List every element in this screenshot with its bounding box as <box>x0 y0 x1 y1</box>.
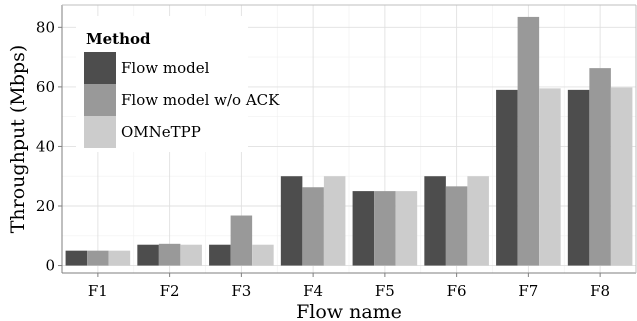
x-tick-label-F6: F6 <box>447 282 467 300</box>
bar-F4-series-3 <box>323 176 346 266</box>
bar-F2-series-2 <box>158 243 181 266</box>
bar-F8-series-2 <box>589 68 611 266</box>
bar-F7-series-2 <box>517 16 540 266</box>
legend-label-1: Flow model <box>121 59 210 77</box>
axes-layer: 0 20 40 60 80 F1 F2 F3 F4 F5 F6 F7 F8 <box>36 4 637 300</box>
x-tick-label-F7: F7 <box>518 282 538 300</box>
bar-F4-series-2 <box>302 187 324 266</box>
bar-F8-series-1 <box>567 89 590 266</box>
bars-layer <box>65 16 633 266</box>
legend-label-2: Flow model w/o ACK <box>121 91 280 109</box>
bar-F4-series-1 <box>280 176 303 266</box>
bar-F8-series-3 <box>610 87 633 266</box>
x-axis-label: Flow name <box>296 301 402 321</box>
legend: Method Flow model Flow model w/o ACK OMNeTP… <box>76 16 280 152</box>
bar-F5-series-3 <box>395 191 418 266</box>
legend-title: Method <box>86 30 151 48</box>
bar-F3-series-2 <box>230 215 253 266</box>
x-tick-label-F5: F5 <box>375 282 395 300</box>
y-tick-label: 60 <box>36 78 55 96</box>
bar-F1-series-1 <box>65 250 88 266</box>
legend-swatch-1 <box>84 52 116 84</box>
y-tick-label: 80 <box>36 18 55 36</box>
bar-F7-series-3 <box>539 88 561 266</box>
bar-F3-series-3 <box>252 244 274 266</box>
y-tick-label: 40 <box>36 137 55 155</box>
legend-label-3: OMNeTPP <box>121 123 201 141</box>
bar-F2-series-1 <box>137 244 159 266</box>
bar-F1-series-2 <box>87 250 109 266</box>
x-tick-label-F2: F2 <box>160 282 180 300</box>
x-tick-label-F4: F4 <box>303 282 323 300</box>
x-tick-label-F3: F3 <box>231 282 251 300</box>
legend-swatch-2 <box>84 84 116 116</box>
y-axis-label: Throughput (Mbps) <box>7 45 29 234</box>
y-tick-label: 20 <box>36 197 55 215</box>
bar-F6-series-1 <box>424 176 446 266</box>
x-tick-label-F1: F1 <box>88 282 108 300</box>
bar-F3-series-1 <box>209 244 231 266</box>
bar-F5-series-2 <box>374 191 396 266</box>
legend-swatch-3 <box>84 116 116 148</box>
x-tick-label-F8: F8 <box>590 282 610 300</box>
bar-F5-series-1 <box>352 191 375 266</box>
bar-F6-series-3 <box>467 176 489 266</box>
bar-F6-series-2 <box>445 186 468 266</box>
bar-F7-series-1 <box>496 89 518 266</box>
bar-F1-series-3 <box>108 250 131 266</box>
bar-F2-series-3 <box>180 244 202 266</box>
y-tick-label: 0 <box>45 257 55 275</box>
